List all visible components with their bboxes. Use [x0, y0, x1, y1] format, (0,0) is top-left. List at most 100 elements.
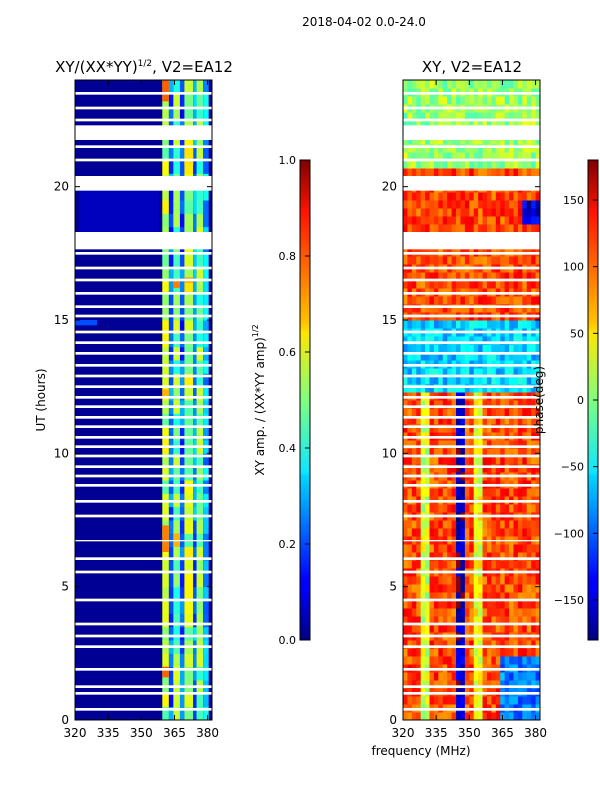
phase-cell	[517, 336, 523, 345]
amp-cell	[203, 706, 209, 721]
phase-cell	[407, 352, 413, 361]
phase-cell	[438, 408, 444, 417]
ut-gap	[403, 405, 540, 408]
phase-cell	[460, 344, 466, 353]
phase-cell	[425, 528, 431, 537]
phase-cell	[500, 272, 506, 281]
phase-cell	[464, 136, 470, 145]
phase-cell	[469, 424, 475, 433]
phase-cell	[522, 208, 528, 217]
phase-cell	[473, 376, 479, 385]
phase-cell	[438, 304, 444, 313]
amp-cell	[193, 306, 197, 321]
phase-cell	[411, 624, 417, 633]
phase-cell	[482, 624, 488, 633]
colorbar-tick-label: 150	[563, 194, 584, 207]
phase-cell	[403, 640, 408, 649]
phase-cell	[504, 696, 510, 705]
phase-cell	[531, 216, 537, 225]
phase-cell	[456, 696, 461, 705]
phase-cell	[456, 400, 461, 409]
amp-cell	[162, 306, 169, 321]
phase-cell	[495, 648, 501, 657]
amp-hot-patch	[184, 146, 194, 166]
phase-cell	[464, 600, 470, 609]
phase-cell	[407, 656, 413, 665]
phase-cell	[491, 672, 497, 681]
amp-cell	[162, 560, 169, 574]
phase-cell	[526, 200, 532, 209]
phase-cell	[416, 440, 422, 449]
phase-cell	[403, 448, 408, 457]
phase-cell	[403, 192, 408, 201]
phase-cell	[433, 160, 439, 169]
phase-cell	[495, 408, 501, 417]
phase-cell	[473, 608, 479, 617]
phase-cell	[495, 456, 501, 465]
amp-cell	[162, 320, 169, 334]
phase-cell	[403, 440, 408, 449]
phase-cell	[460, 648, 466, 657]
phase-cell	[531, 168, 537, 177]
phase-cell	[438, 120, 444, 129]
phase-cell	[491, 544, 497, 553]
amp-cell	[162, 146, 169, 161]
amp-cell	[173, 600, 180, 614]
phase-cell	[456, 368, 461, 377]
phase-cell	[509, 640, 514, 649]
amp-cell	[184, 333, 194, 348]
phase-cell	[473, 656, 479, 665]
y-tick-label: 5	[61, 580, 69, 594]
phase-cell	[504, 296, 510, 305]
phase-cell	[456, 192, 461, 201]
phase-cell	[478, 544, 484, 553]
phase-cell	[464, 656, 470, 665]
phase-cell	[504, 200, 510, 209]
phase-cell	[451, 528, 457, 537]
amp-cell	[196, 80, 204, 94]
phase-cell	[433, 520, 439, 529]
phase-cell	[464, 112, 470, 121]
phase-cell	[473, 448, 479, 457]
amp-cell	[203, 373, 209, 388]
phase-cell	[438, 520, 444, 529]
phase-cell	[411, 552, 417, 561]
phase-cell	[513, 168, 519, 177]
phase-cell	[429, 488, 435, 497]
phase-cell	[491, 624, 497, 633]
phase-cell	[526, 560, 532, 569]
phase-cell	[486, 216, 492, 225]
phase-cell	[403, 296, 408, 305]
phase-cell	[509, 488, 514, 497]
phase-cell	[478, 112, 484, 121]
phase-cell	[473, 208, 479, 217]
amp-cell	[196, 693, 204, 708]
phase-cell	[500, 200, 506, 209]
phase-cell	[442, 136, 448, 145]
phase-cell	[464, 488, 470, 497]
amp-cell	[196, 186, 204, 201]
phase-cell	[486, 200, 492, 209]
amp-cell	[203, 200, 209, 214]
phase-cell	[495, 280, 501, 289]
phase-cell	[425, 576, 431, 585]
phase-cell	[460, 560, 466, 569]
phase-cell	[473, 136, 479, 145]
phase-cell	[442, 456, 448, 465]
phase-cell	[473, 488, 479, 497]
phase-cell	[513, 152, 519, 161]
phase-cell	[447, 368, 453, 377]
phase-cell	[469, 168, 475, 177]
phase-cell	[429, 80, 435, 89]
amp-cell	[184, 600, 194, 614]
phase-cell	[451, 696, 457, 705]
phase-cell	[425, 280, 431, 289]
phase-cell	[473, 560, 479, 569]
phase-cell	[482, 376, 488, 385]
phase-cell	[486, 576, 492, 585]
phase-cell	[513, 352, 519, 361]
phase-cell	[473, 96, 479, 105]
phase-cell	[416, 344, 422, 353]
phase-cell	[407, 320, 413, 329]
phase-cell	[403, 520, 408, 529]
